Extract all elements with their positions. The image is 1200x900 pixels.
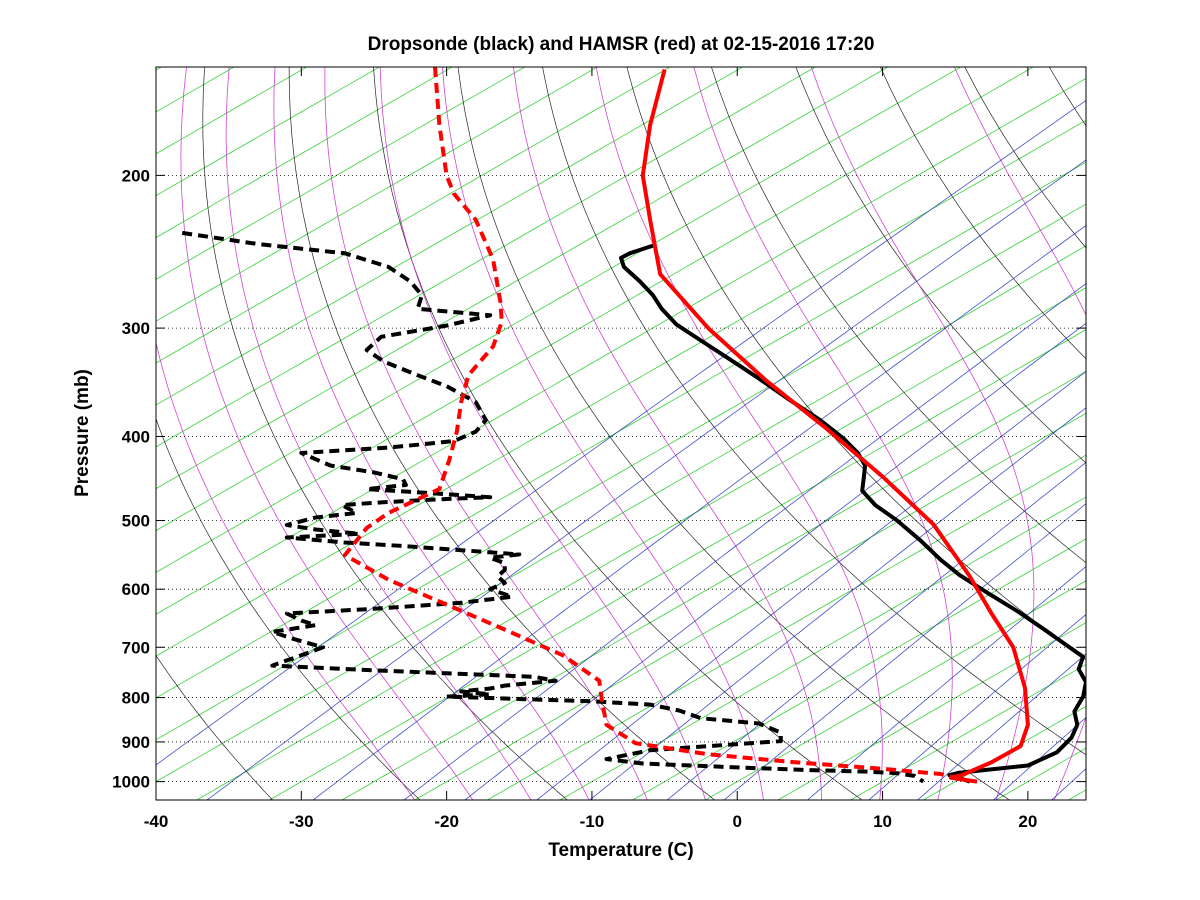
dry-adiabat-line [626, 67, 1086, 661]
isotherm-line [196, 287, 1086, 800]
x-tick-label: 20 [1018, 812, 1037, 831]
isotherm-line [777, 622, 1086, 800]
profile-series [181, 67, 1086, 784]
x-tick-label: -10 [580, 812, 605, 831]
moist-adiabat-line [225, 67, 532, 800]
y-tick-label: 1000 [112, 773, 150, 792]
y-tick-label: 500 [122, 512, 150, 531]
plot-frame [155, 66, 1087, 801]
x-tick-label: -20 [434, 812, 459, 831]
y-axis-label: Pressure (mb) [72, 369, 93, 497]
mixing-ratio-line [666, 461, 1086, 800]
dropsonde-temperature-line [619, 243, 1086, 784]
x-tick-label: 10 [873, 812, 892, 831]
mixing-ratio-line [993, 716, 1086, 800]
y-tick-label: 700 [122, 638, 150, 657]
y-tick-label: 200 [122, 166, 150, 185]
x-tick-label: 0 [733, 812, 742, 831]
mixing-ratio-line [807, 565, 1086, 800]
y-tick-label: 400 [122, 427, 150, 446]
dry-adiabat-line [156, 417, 421, 800]
dry-adiabat-line [795, 67, 1086, 464]
x-tick-label: -30 [289, 812, 314, 831]
y-tick-label: 600 [122, 580, 150, 599]
mixing-ratio-line [403, 283, 1086, 800]
moist-adiabat-line [595, 67, 883, 800]
isotherm-line [156, 67, 743, 406]
x-tick-label: -40 [144, 812, 169, 831]
mixing-ratio-line [589, 407, 1086, 800]
pressure-gridlines [156, 174, 1086, 783]
isotherm-line [156, 203, 1086, 741]
moist-adiabat-line [324, 67, 648, 800]
x-axis-label: Temperature (C) [548, 840, 693, 861]
dropsonde-dewpoint-line [181, 230, 925, 784]
isotherm-line [156, 67, 961, 531]
dry-adiabat-line [457, 67, 1010, 800]
moist-adiabat-line [156, 341, 416, 800]
mixing-ratio-line [156, 99, 1086, 766]
y-tick-label: 900 [122, 733, 150, 752]
dry-adiabat-line [711, 67, 1086, 564]
hamsr-temperature-line [640, 68, 1030, 784]
y-tick-label: 800 [122, 689, 150, 708]
chart-title: Dropsonde (black) and HAMSR (red) at 02-… [368, 34, 875, 55]
isotherm-line [156, 67, 816, 448]
isotherm-line [850, 664, 1086, 800]
plot-area [156, 67, 1086, 800]
hamsr-dewpoint-line [342, 67, 964, 783]
isotherm-line [269, 329, 1086, 800]
isotherm-line [156, 67, 889, 490]
y-tick-label: 300 [122, 319, 150, 338]
isotherm-line [705, 580, 1086, 800]
isotherm-line [632, 538, 1086, 800]
